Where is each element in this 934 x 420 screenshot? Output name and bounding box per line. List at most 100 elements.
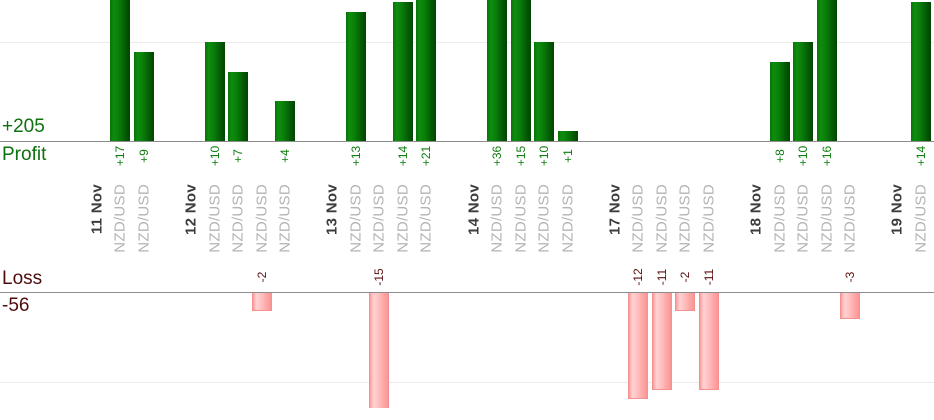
profit-pane (0, 0, 934, 141)
chart-column (156, 293, 180, 408)
chart-column (768, 293, 792, 408)
chart-column (415, 293, 439, 408)
chart-column: 17 Nov (603, 184, 627, 254)
chart-column: +14 (909, 142, 933, 169)
chart-column (438, 0, 462, 141)
chart-column (839, 0, 863, 141)
chart-column: +36 (485, 142, 509, 169)
chart-column: +7 (226, 142, 250, 169)
symbol-label: NZD/USD (347, 184, 365, 253)
chart-column (532, 262, 556, 292)
chart-column (250, 293, 274, 408)
loss-series-label: Loss (2, 268, 43, 289)
chart-column (627, 293, 651, 408)
chart-column (532, 293, 556, 408)
chart-column (462, 0, 486, 141)
chart-column: 18 Nov (744, 184, 768, 254)
chart-column (886, 142, 910, 169)
chart-column (650, 0, 674, 141)
profit-gridline (0, 42, 934, 43)
chart-column (579, 0, 603, 141)
chart-column: NZD/USD (839, 184, 863, 254)
chart-column (603, 142, 627, 169)
chart-column: -2 (674, 262, 698, 292)
chart-column (579, 262, 603, 292)
loss-value-label: -2 (678, 271, 693, 283)
chart-column (721, 184, 745, 254)
chart-column (556, 0, 580, 141)
chart-column (768, 0, 792, 141)
chart-column: NZD/USD (132, 184, 156, 254)
profit-total-label: +205 (2, 116, 45, 137)
chart-column: NZD/USD (273, 184, 297, 254)
chart-column: -11 (650, 262, 674, 292)
chart-column: NZD/USD (203, 184, 227, 254)
loss-pane (0, 293, 934, 408)
chart-column: +10 (532, 142, 556, 169)
symbol-label: NZD/USD (394, 184, 412, 253)
chart-column (579, 184, 603, 254)
x-axis-labels-row: 11 Nov NZD/USD NZD/USD 12 Nov NZD/USD NZD/USD… (0, 184, 934, 254)
loss-bar (628, 293, 649, 399)
chart-column: NZD/USD (768, 184, 792, 254)
chart-column (156, 184, 180, 254)
chart-column: +9 (132, 142, 156, 169)
profit-axis-line (0, 141, 934, 142)
chart-column (768, 262, 792, 292)
loss-axis-line (0, 292, 934, 293)
chart-column (862, 184, 886, 254)
loss-bar (369, 293, 390, 408)
loss-gridline (0, 382, 934, 383)
chart-column: NZD/USD (674, 184, 698, 254)
profit-series-label: Profit (2, 144, 47, 165)
chart-column (721, 293, 745, 408)
chart-column (909, 262, 933, 292)
symbol-label: NZD/USD (700, 184, 718, 253)
symbol-label: NZD/USD (512, 184, 530, 253)
chart-column (250, 142, 274, 169)
loss-value-label: -11 (654, 268, 669, 286)
symbol-label: NZD/USD (111, 184, 129, 253)
chart-column (297, 262, 321, 292)
chart-column: NZD/USD (485, 184, 509, 254)
chart-column (132, 293, 156, 408)
loss-bar (698, 293, 719, 390)
chart-column: NZD/USD (650, 184, 674, 254)
chart-column (791, 293, 815, 408)
symbol-label: NZD/USD (276, 184, 294, 253)
chart-column (179, 293, 203, 408)
profit-bar (534, 42, 555, 141)
chart-column (485, 0, 509, 141)
symbol-label: NZD/USD (488, 184, 506, 253)
date-label: 13 Nov (323, 184, 341, 235)
chart-column (85, 293, 109, 408)
profit-bar (769, 62, 790, 141)
chart-column (250, 0, 274, 141)
chart-column: +8 (768, 142, 792, 169)
chart-column: NZD/USD (509, 184, 533, 254)
profit-bar (275, 101, 296, 141)
chart-column (509, 0, 533, 141)
profit-value-label: +10 (796, 145, 811, 166)
profit-bar (204, 42, 225, 141)
spacer (0, 408, 934, 420)
chart-column: NZD/USD (344, 184, 368, 254)
chart-column (627, 0, 651, 141)
chart-column (368, 142, 392, 169)
chart-column (744, 142, 768, 169)
chart-column: -11 (697, 262, 721, 292)
symbol-label: NZD/USD (135, 184, 153, 253)
chart-column (862, 293, 886, 408)
chart-column (391, 293, 415, 408)
chart-column (415, 262, 439, 292)
chart-column (791, 262, 815, 292)
chart-column: NZD/USD (791, 184, 815, 254)
loss-value-label: -11 (701, 268, 716, 286)
chart-column (462, 142, 486, 169)
spacer (0, 169, 934, 184)
symbol-label: NZD/USD (818, 184, 836, 253)
symbol-label: NZD/USD (841, 184, 859, 253)
chart-column (815, 262, 839, 292)
chart-column: +10 (203, 142, 227, 169)
